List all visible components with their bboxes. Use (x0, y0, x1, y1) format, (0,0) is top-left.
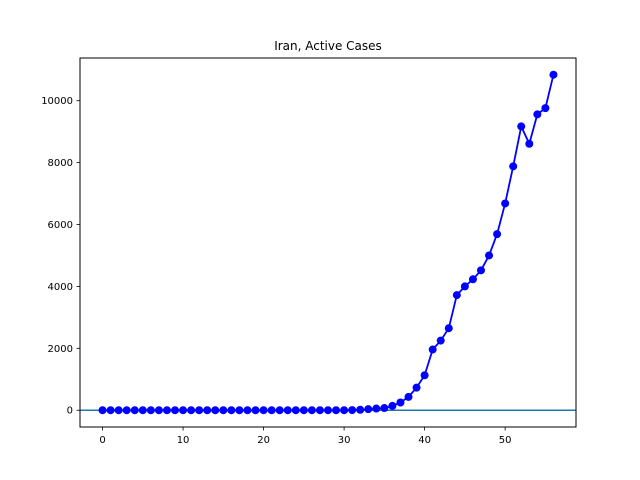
data-point-0-28 (324, 406, 332, 415)
data-point-0-34 (372, 404, 381, 413)
data-point-0-19 (251, 406, 260, 415)
data-point-0-51 (509, 162, 518, 171)
data-point-0-37 (396, 398, 405, 407)
x-tick-label-2: 20 (257, 435, 270, 446)
y-tick-label-1: 2000 (48, 344, 73, 355)
data-point-0-47 (476, 266, 485, 275)
data-point-0-40 (420, 371, 429, 380)
data-point-0-0 (98, 406, 107, 415)
data-point-0-45 (460, 282, 469, 291)
data-point-0-32 (356, 405, 365, 414)
y-tick-label-0: 0 (67, 406, 73, 417)
data-point-0-21 (267, 406, 276, 415)
data-point-0-13 (203, 406, 212, 415)
y-tick-label-2: 4000 (48, 282, 73, 293)
data-point-0-52 (517, 122, 526, 131)
x-tick-label-0: 0 (99, 435, 105, 446)
series-line-0 (102, 74, 555, 412)
chart-title: Iran, Active Cases (274, 39, 382, 53)
data-point-0-10 (179, 406, 188, 415)
data-point-0-35 (380, 404, 389, 413)
data-point-0-42 (436, 336, 445, 345)
x-tick-label-4: 40 (418, 435, 431, 446)
y-tick-label-4: 8000 (48, 158, 73, 169)
y-tick-label-3: 6000 (48, 220, 73, 231)
y-tick-label-5: 10000 (41, 96, 73, 107)
data-point-0-31 (348, 406, 357, 415)
data-point-0-16 (227, 406, 236, 415)
data-point-0-26 (307, 406, 316, 415)
data-point-0-55 (541, 104, 550, 113)
data-point-0-44 (452, 291, 461, 300)
data-point-0-20 (259, 406, 268, 415)
x-tick-label-5: 50 (499, 435, 512, 446)
data-point-0-8 (162, 406, 171, 415)
data-point-0-39 (412, 383, 421, 392)
data-point-0-23 (283, 406, 292, 415)
data-point-0-15 (219, 406, 228, 415)
x-tick-label-1: 10 (177, 435, 190, 446)
axes-frame (79, 57, 577, 428)
data-point-0-41 (428, 345, 437, 354)
data-point-0-27 (315, 406, 324, 415)
data-point-0-50 (501, 199, 510, 208)
data-point-0-2 (114, 406, 123, 415)
data-point-0-17 (235, 406, 244, 415)
data-point-0-3 (122, 406, 131, 415)
data-point-0-24 (291, 406, 300, 415)
data-point-0-25 (299, 406, 308, 415)
data-point-0-18 (243, 406, 252, 415)
data-point-0-56 (549, 70, 558, 79)
plot-area: 0 10 20 30 40 50 0 2000 4000 6000 8000 10000 (41, 70, 576, 446)
data-point-0-36 (388, 401, 397, 410)
data-point-0-11 (187, 406, 196, 415)
data-point-0-4 (130, 406, 139, 415)
data-point-0-14 (211, 406, 220, 415)
data-point-0-46 (468, 275, 477, 284)
data-point-0-9 (171, 406, 180, 415)
data-point-0-38 (404, 392, 413, 401)
data-point-0-29 (332, 406, 341, 415)
data-point-0-7 (154, 406, 163, 415)
data-point-0-12 (195, 406, 204, 415)
data-point-0-6 (146, 406, 155, 415)
data-point-0-48 (485, 251, 494, 260)
data-point-0-43 (444, 324, 453, 333)
data-point-0-30 (340, 406, 349, 415)
data-point-0-1 (106, 406, 115, 415)
data-point-0-33 (364, 405, 373, 414)
data-point-0-5 (138, 406, 147, 415)
data-point-0-49 (493, 230, 502, 239)
data-point-0-22 (275, 406, 284, 415)
x-tick-label-3: 30 (338, 435, 351, 446)
data-point-0-54 (533, 110, 542, 119)
data-point-0-53 (525, 139, 534, 148)
